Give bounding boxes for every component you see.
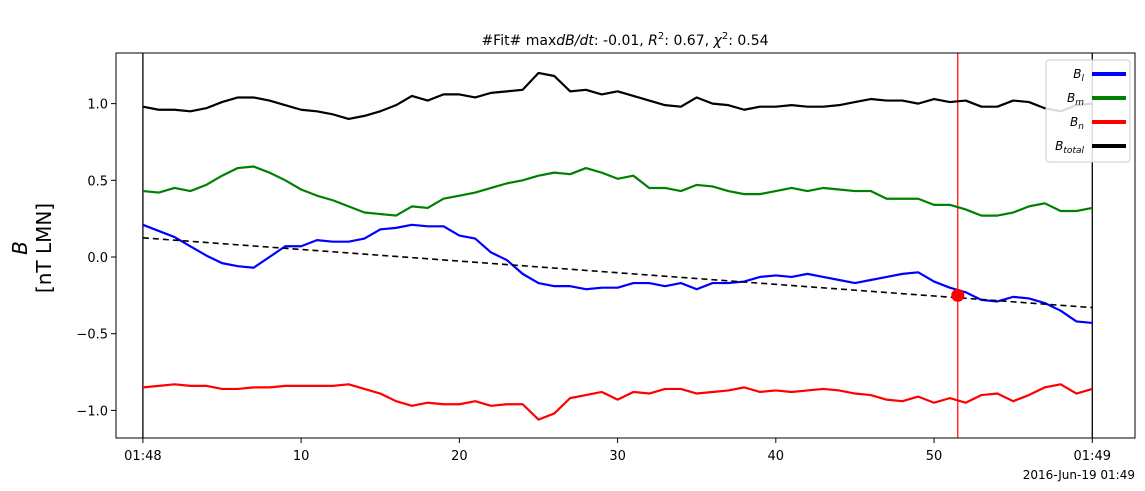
series-line-b-l [142,223,1093,325]
fit-point [951,288,965,302]
chart-title: #Fit# maxdB/dt: -0.01, R2: 0.67, χ2: 0.5… [481,31,768,49]
x-tick-label: 50 [926,449,943,464]
x-tick-label: 01:48 [124,449,161,464]
legend-box [1045,59,1131,163]
legend-label-b-m: Bm [1067,91,1084,108]
y-axis-label: B [nT LMN] [8,203,56,293]
y-tick-label: 0.0 [87,251,108,266]
x-tick-label: 40 [768,449,785,464]
svg-text:#Fit# maxdB/dt: -0.01, R2: 0.6: #Fit# maxdB/dt: -0.01, R2: 0.67, χ2: 0.5… [481,31,768,49]
x-tick-label: 20 [451,449,468,464]
svg-text:[nT LMN]: [nT LMN] [32,203,56,293]
timestamp-label: 2016-Jun-19 01:49 [1023,468,1135,482]
x-tick-label: 10 [293,449,310,464]
x-tick-label: 01:49 [1074,449,1111,464]
x-tick-label: 30 [609,449,626,464]
legend-label-b-total: Btotal [1055,139,1084,156]
series-line-b-n [142,383,1093,421]
plot-frame [115,52,1136,439]
series-line-b-m [142,165,1093,217]
legend-label-b-n: Bn [1070,115,1084,132]
y-tick-label: 1.0 [87,98,108,113]
legend-label-b-l: Bl [1073,67,1084,84]
svg-text:B: B [8,241,32,255]
y-tick-label: −1.0 [76,404,108,419]
y-tick-label: −0.5 [76,328,108,343]
y-tick-label: 0.5 [87,174,108,189]
series-line-b-total [142,71,1093,121]
fit-line [142,237,1093,309]
